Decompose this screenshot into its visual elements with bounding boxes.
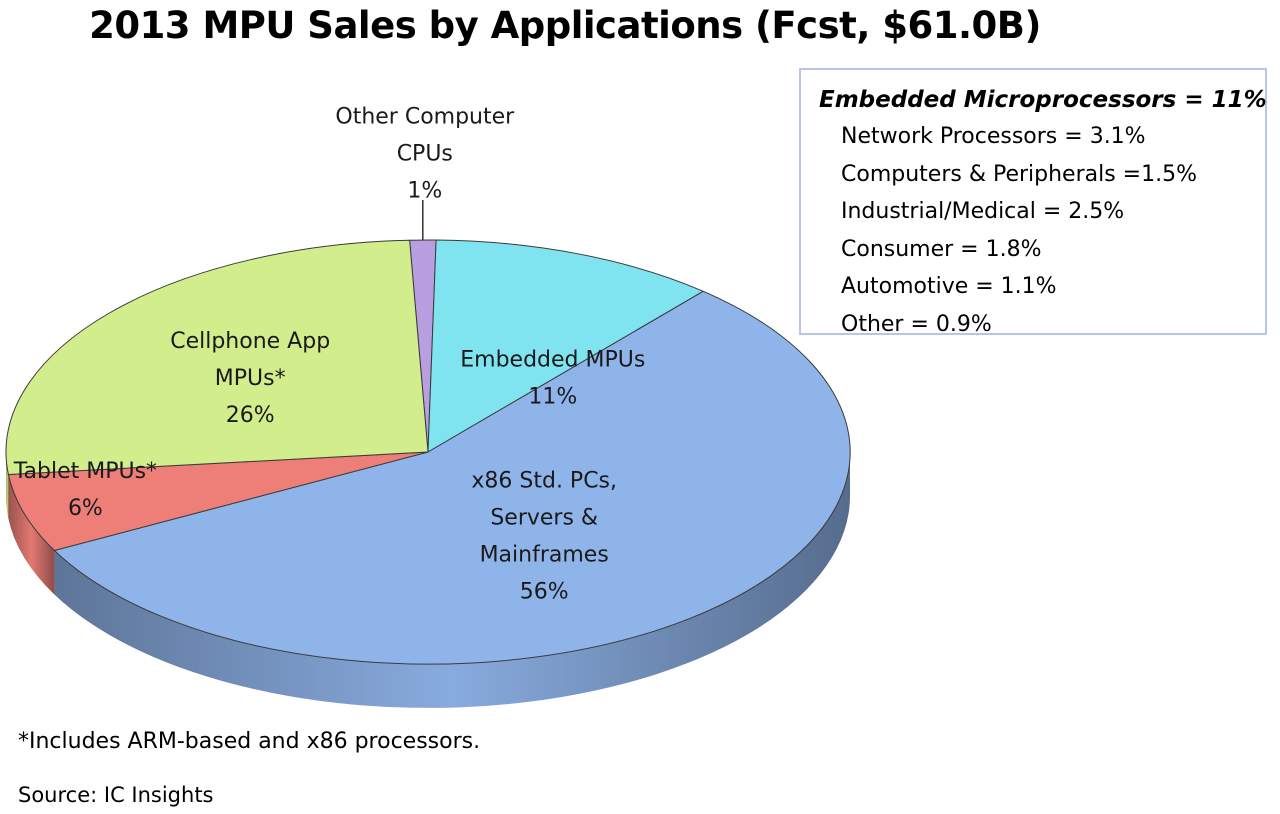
embedded-breakdown-item: Industrial/Medical = 2.5%: [841, 199, 1125, 224]
slice-name-label: CPUs: [397, 142, 453, 167]
chart-title: 2013 MPU Sales by Applications (Fcst, $6…: [89, 4, 1041, 47]
pie-slice-embedded-mpus: [427, 239, 705, 453]
embedded-breakdown-item: Automotive = 1.1%: [841, 274, 1057, 299]
slice-value-label: 11%: [528, 385, 577, 410]
slice-name-label: Cellphone App: [170, 329, 330, 354]
pie-tops: [5, 239, 851, 665]
slice-name-label: x86 Std. PCs,: [471, 469, 617, 494]
pie-slice-cellphone-app-mpus: [5, 239, 429, 476]
pie-sides: [6, 452, 850, 708]
slice-name-label: Servers &: [490, 506, 598, 531]
slice-name-label: Other Computer: [335, 105, 515, 130]
slice-name-label: Tablet MPUs*: [13, 459, 157, 484]
embedded-breakdown-box: Embedded Microprocessors = 11% Network P…: [799, 68, 1267, 337]
slice-value-label: 6%: [68, 496, 103, 521]
pie-side-shade-x86-std-pcs-servers-mainframes: [54, 452, 850, 708]
embedded-breakdown-item: Network Processors = 3.1%: [841, 124, 1146, 149]
slice-value-label: 26%: [226, 403, 275, 428]
pie-side-shade-cellphone-app-mpus: [6, 452, 9, 519]
source-note: Source: IC Insights: [18, 783, 214, 807]
slice-value-label: 56%: [520, 580, 569, 605]
slice-name-label: Embedded MPUs: [460, 348, 645, 373]
slice-name-label: MPUs*: [215, 366, 286, 391]
pie-slice-x86-std-pcs-servers-mainframes: [53, 290, 851, 665]
embedded-breakdown-item: Other = 0.9%: [841, 311, 992, 337]
footnote: *Includes ARM-based and x86 processors.: [18, 729, 481, 754]
embedded-breakdown-title: Embedded Microprocessors = 11%: [819, 87, 1267, 113]
embedded-breakdown-item: Consumer = 1.8%: [841, 236, 1042, 262]
pie-slice-tablet-mpus: [7, 451, 429, 552]
embedded-breakdown-item: Computers & Peripherals =1.5%: [841, 161, 1198, 187]
slice-name-label: Mainframes: [480, 543, 609, 568]
pie-labels: Other Computer CPUs 1% Embedded MPUs 11% x86 …: [13, 105, 646, 605]
pie-side-shade-tablet-mpus: [8, 474, 55, 595]
slice-value-label: 1%: [407, 179, 442, 204]
